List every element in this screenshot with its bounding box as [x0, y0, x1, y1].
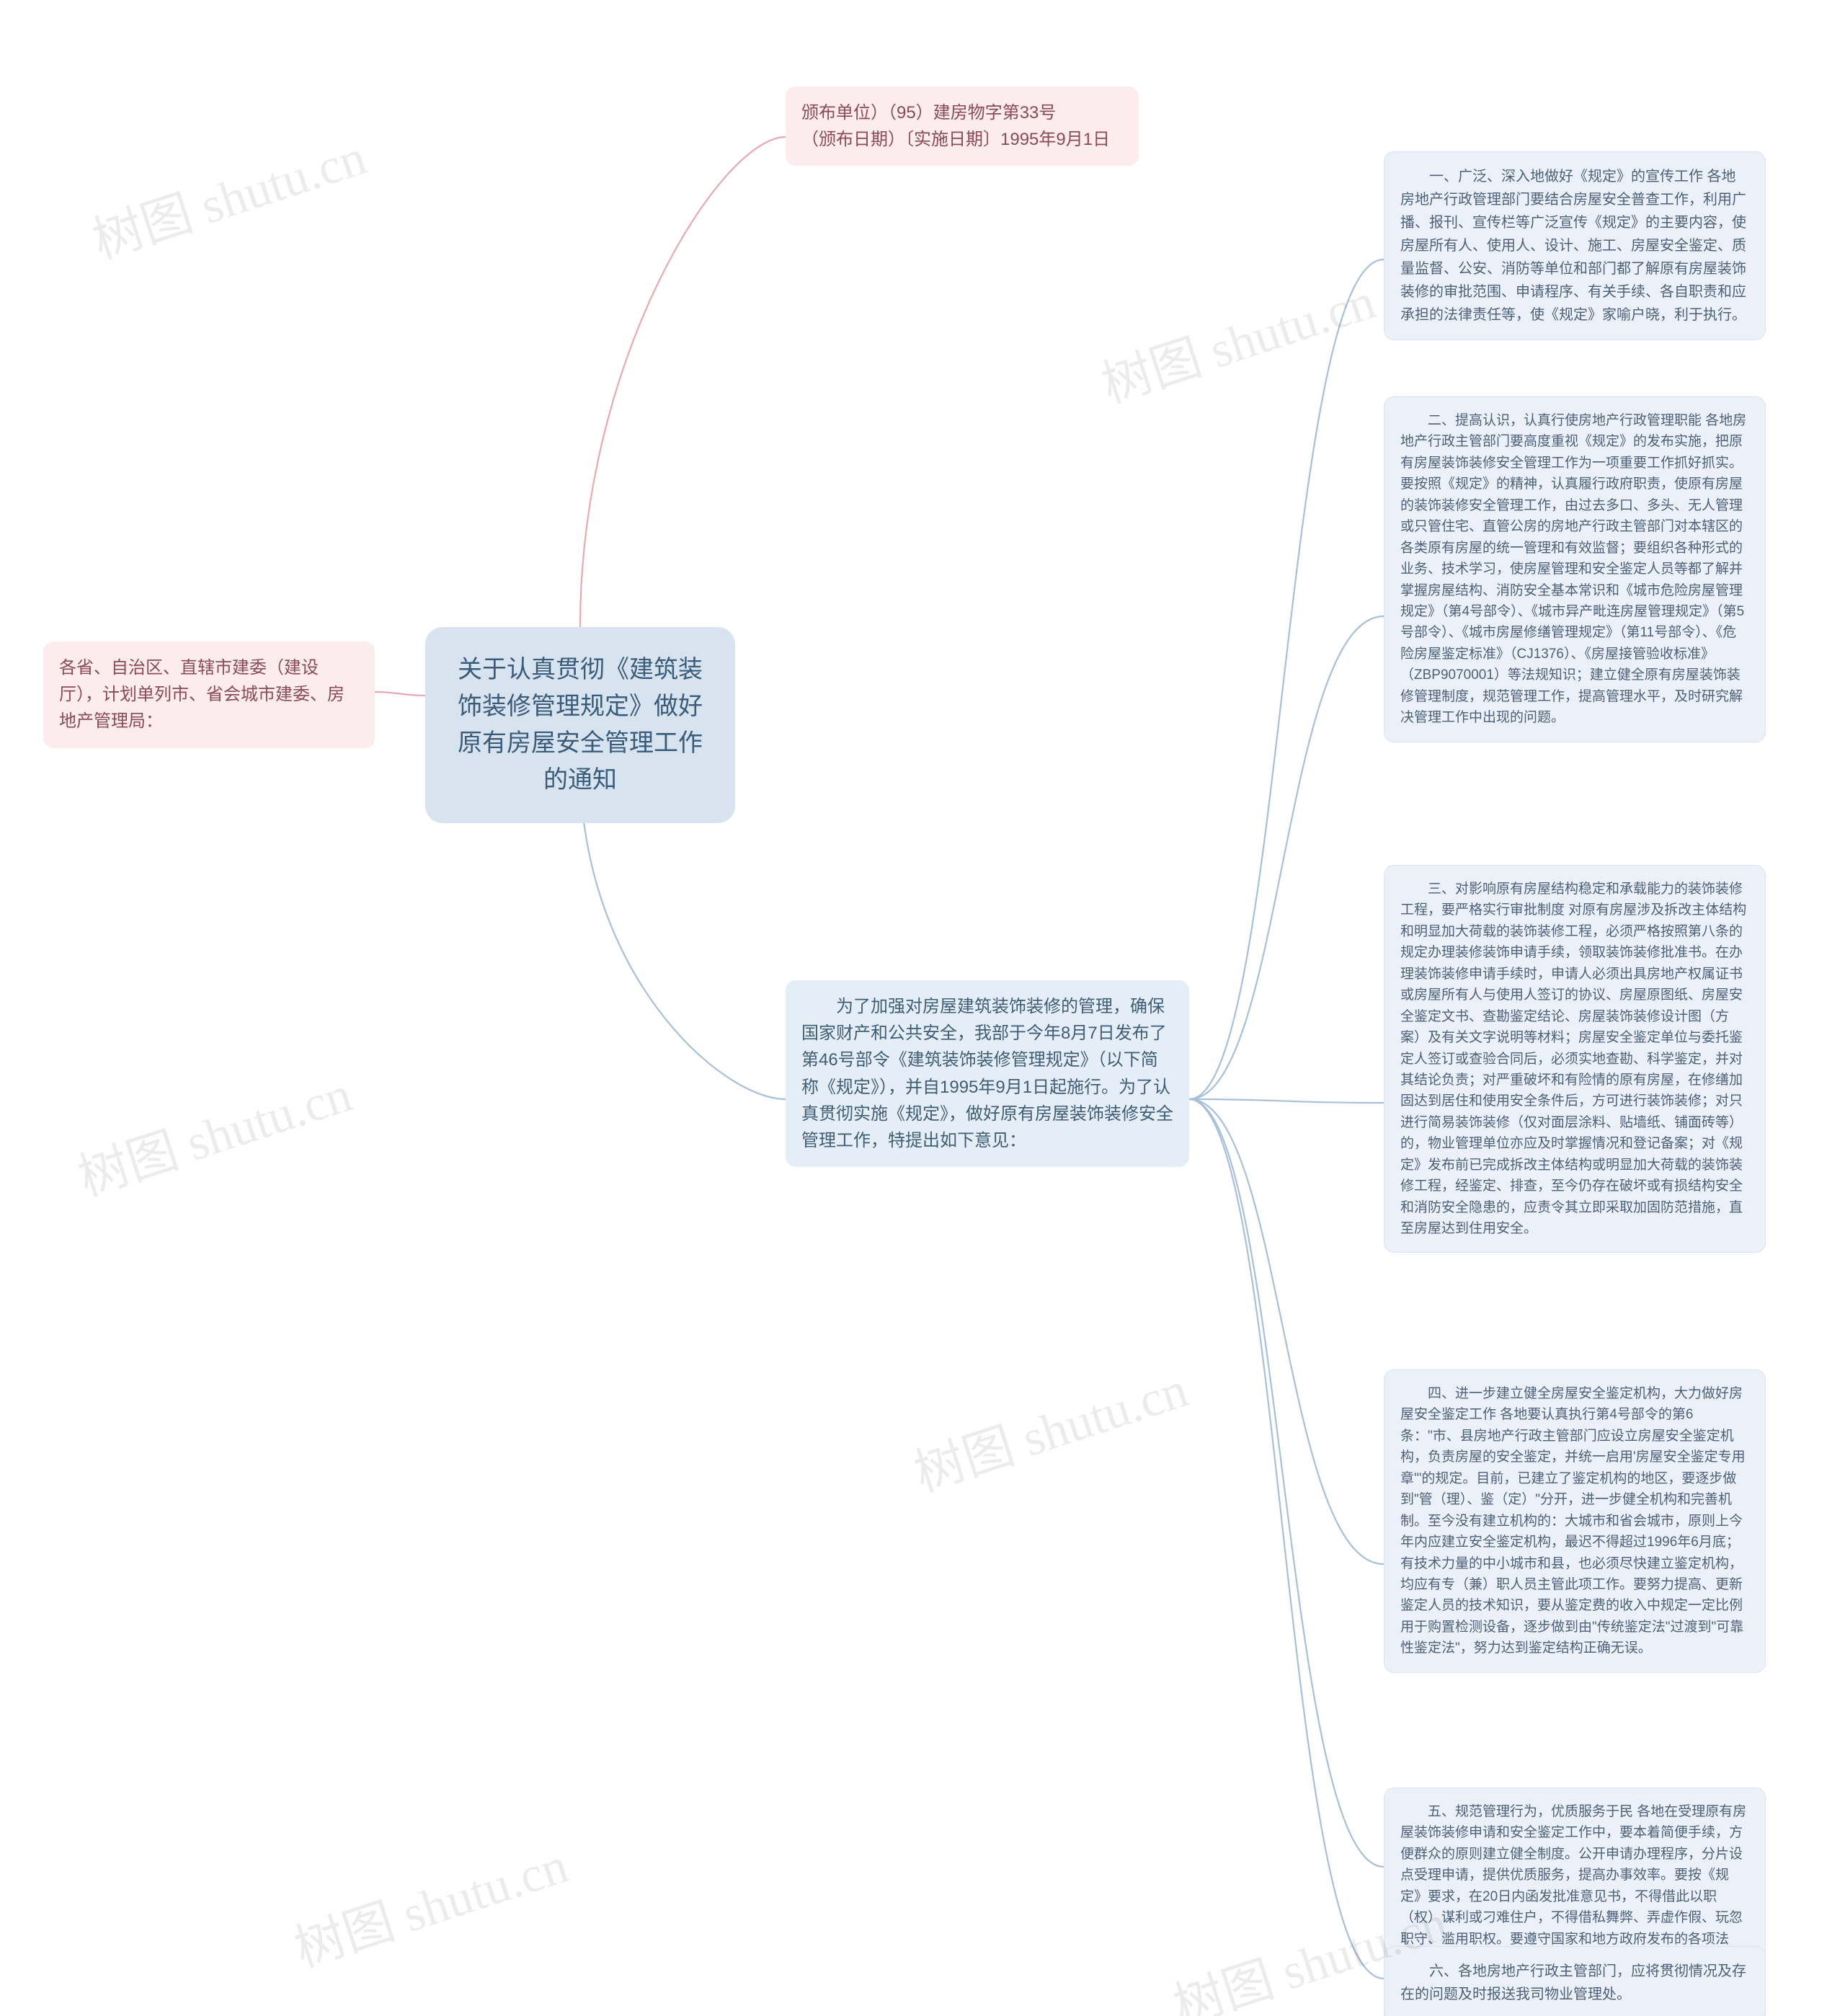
- l1-top-node[interactable]: 颁布单位）（95）建房物字第33号 （颁布日期）〔实施日期〕1995年9月1日: [786, 86, 1139, 166]
- watermark: 树图 shutu.cn: [1091, 261, 1383, 417]
- l1-top-label: 颁布单位）（95）建房物字第33号 （颁布日期）〔实施日期〕1995年9月1日: [801, 103, 1110, 149]
- edge: [1189, 616, 1384, 1099]
- leaf-node-4[interactable]: 四、进一步建立健全房屋安全鉴定机构，大力做好房屋安全鉴定工作 各地要认真执行第4…: [1384, 1369, 1766, 1673]
- root-label: 关于认真贯彻《建筑装饰装修管理规定》做好原有房屋安全管理工作的通知: [458, 656, 703, 794]
- edge: [1189, 1099, 1384, 1564]
- l1-left-label: 各省、自治区、直辖市建委（建设厅），计划单列市、省会城市建委、房地产管理局：: [59, 658, 344, 731]
- edge: [1189, 1099, 1384, 1979]
- leaf-label: 二、提高认识，认真行使房地产行政管理职能 各地房地产行政主管部门要高度重视《规定…: [1400, 413, 1746, 725]
- root-node[interactable]: 关于认真贯彻《建筑装饰装修管理规定》做好原有房屋安全管理工作的通知: [425, 627, 735, 823]
- leaf-node-3[interactable]: 三、对影响原有房屋结构稳定和承载能力的装饰装修工程，要严格实行审批制度 对原有房…: [1384, 865, 1766, 1253]
- watermark: 树图 shutu.cn: [82, 117, 374, 273]
- l1-bottom-node[interactable]: 为了加强对房屋建筑装饰装修的管理，确保国家财产和公共安全，我部于今年8月7日发布…: [786, 980, 1189, 1167]
- edge: [1189, 1099, 1384, 1103]
- leaf-label: 一、广泛、深入地做好《规定》的宣传工作 各地房地产行政管理部门要结合房屋安全普查…: [1400, 169, 1746, 323]
- watermark: 树图 shutu.cn: [284, 1825, 576, 1981]
- leaf-label: 四、进一步建立健全房屋安全鉴定机构，大力做好房屋安全鉴定工作 各地要认真执行第4…: [1400, 1386, 1746, 1656]
- leaf-node-1[interactable]: 一、广泛、深入地做好《规定》的宣传工作 各地房地产行政管理部门要结合房屋安全普查…: [1384, 151, 1766, 340]
- l1-left-node[interactable]: 各省、自治区、直辖市建委（建设厅），计划单列市、省会城市建委、房地产管理局：: [43, 641, 375, 748]
- watermark: 树图 shutu.cn: [904, 1349, 1196, 1506]
- leaf-label: 六、各地房地产行政主管部门，应将贯彻情况及存在的问题及时报送我司物业管理处。: [1400, 1963, 1746, 2002]
- edge: [580, 137, 786, 627]
- l1-bottom-label: 为了加强对房屋建筑装饰装修的管理，确保国家财产和公共安全，我部于今年8月7日发布…: [801, 997, 1173, 1150]
- edge: [375, 692, 425, 696]
- leaf-label: 三、对影响原有房屋结构稳定和承载能力的装饰装修工程，要严格实行审批制度 对原有房…: [1400, 882, 1746, 1236]
- watermark: 树图 shutu.cn: [68, 1054, 360, 1210]
- leaf-node-6[interactable]: 六、各地房地产行政主管部门，应将贯彻情况及存在的问题及时报送我司物业管理处。: [1384, 1946, 1766, 2016]
- leaf-node-2[interactable]: 二、提高认识，认真行使房地产行政管理职能 各地房地产行政主管部门要高度重视《规定…: [1384, 396, 1766, 742]
- edge: [1189, 259, 1384, 1099]
- edge: [1189, 1099, 1384, 1867]
